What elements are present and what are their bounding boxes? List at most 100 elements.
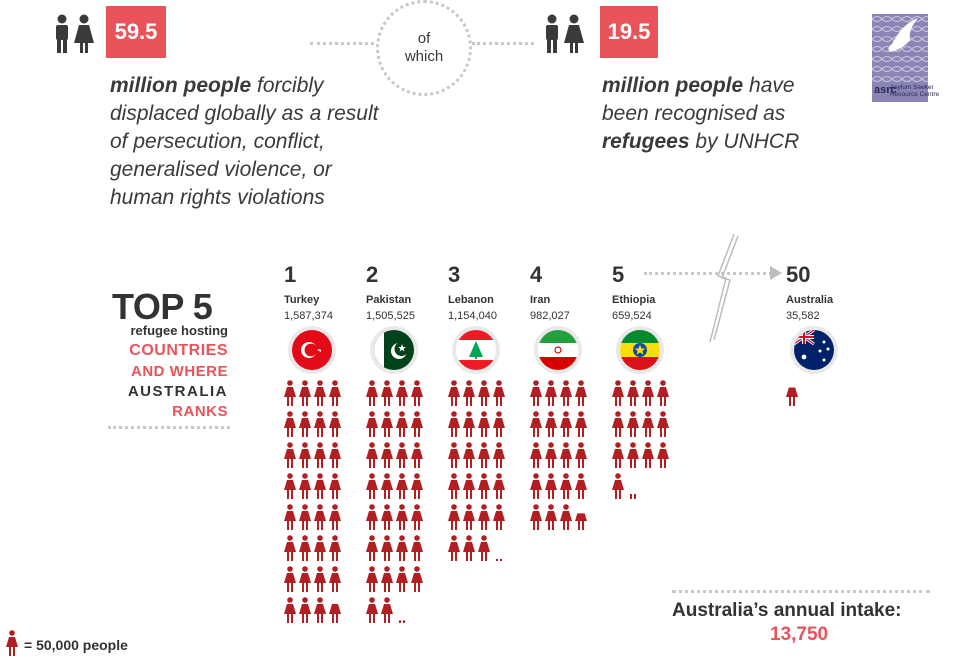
- person-icon: [627, 442, 639, 468]
- person-icon: [366, 442, 378, 468]
- country-name: Lebanon: [448, 294, 494, 306]
- flag-icon-turkey: [292, 330, 332, 370]
- country-value: 1,505,525: [366, 310, 415, 322]
- person-icon: [411, 442, 423, 468]
- intake-value: 13,750: [770, 624, 829, 645]
- person-icon: [411, 473, 423, 499]
- connector-line-right: [472, 42, 534, 45]
- of-which-label: of which: [404, 30, 444, 65]
- displaced-bold: million people: [110, 74, 252, 97]
- asrc-logo: [872, 14, 928, 102]
- person-icon: [299, 535, 311, 561]
- person-icon: [329, 504, 341, 530]
- person-icon: [493, 380, 505, 406]
- person-icon: [329, 597, 341, 623]
- person-icon: [612, 473, 624, 499]
- person-icon: [284, 411, 296, 437]
- top5-title: TOP 5: [112, 286, 213, 327]
- person-icon: [448, 535, 460, 561]
- of-which-circle: of which: [376, 0, 472, 96]
- flag-icon-australia: [794, 330, 834, 370]
- person-icon: [612, 411, 624, 437]
- person-icon: [612, 442, 624, 468]
- person-icon: [493, 411, 505, 437]
- person-icon: [530, 504, 542, 530]
- person-icon: [329, 442, 341, 468]
- person-icon: [786, 380, 798, 406]
- person-icon: [560, 411, 572, 437]
- person-icon: [657, 442, 669, 468]
- person-icon: [284, 597, 296, 623]
- person-icon: [411, 504, 423, 530]
- country-name: Iran: [530, 294, 551, 306]
- person-icon: [627, 473, 639, 499]
- person-icon: [284, 442, 296, 468]
- sidebar-line-3: AND WHERE: [131, 363, 228, 380]
- person-icon: [314, 535, 326, 561]
- person-icon: [463, 380, 475, 406]
- person-icon: [411, 380, 423, 406]
- refugee-stat: 19.5: [600, 6, 658, 58]
- rank-gap-line: [644, 272, 772, 275]
- displaced-stat: 59.5: [106, 6, 166, 58]
- person-icon: [627, 380, 639, 406]
- person-icon: [381, 380, 393, 406]
- person-icon: [530, 442, 542, 468]
- person-icon: [448, 442, 460, 468]
- country-rank: 4: [530, 262, 543, 287]
- person-icon: [560, 504, 572, 530]
- person-icon: [493, 535, 505, 561]
- person-icon: [381, 473, 393, 499]
- person-icon: [284, 380, 296, 406]
- person-icon: [314, 597, 326, 623]
- country-name: Turkey: [284, 294, 320, 306]
- person-icon: [478, 411, 490, 437]
- person-icon: [448, 504, 460, 530]
- person-icon: [493, 473, 505, 499]
- country-value: 1,587,374: [284, 310, 333, 322]
- country-value: 1,154,040: [448, 310, 497, 322]
- person-icon: [463, 535, 475, 561]
- person-icon: [396, 566, 408, 592]
- flag-icon-pakistan: [374, 330, 414, 370]
- person-icon: [329, 566, 341, 592]
- person-icon: [657, 380, 669, 406]
- country-value: 35,582: [786, 310, 820, 322]
- person-icon: [366, 597, 378, 623]
- person-icon: [396, 473, 408, 499]
- person-icon: [299, 504, 311, 530]
- person-icon: [478, 535, 490, 561]
- sidebar-line-4: AUSTRALIA: [127, 383, 228, 400]
- person-icon: [366, 473, 378, 499]
- refugee-end: by UNHCR: [695, 130, 800, 153]
- person-icon: [381, 504, 393, 530]
- person-icon: [366, 566, 378, 592]
- refugee-mid: have been recognised as: [602, 74, 795, 125]
- sidebar-divider: [108, 426, 230, 429]
- country-rank: 2: [366, 262, 379, 287]
- flag-icon-ethiopia: [620, 330, 660, 370]
- country-rank: 3: [448, 262, 461, 287]
- person-icon: [642, 411, 654, 437]
- person-icon: [448, 380, 460, 406]
- person-icon: [545, 473, 557, 499]
- person-icon: [478, 380, 490, 406]
- people-icon-right: [546, 14, 584, 53]
- person-icon: [642, 380, 654, 406]
- person-icon: [314, 411, 326, 437]
- person-icon: [642, 442, 654, 468]
- person-icon: [329, 535, 341, 561]
- person-icon: [463, 411, 475, 437]
- person-icon: [575, 380, 587, 406]
- person-icon: [366, 380, 378, 406]
- person-icon: [478, 504, 490, 530]
- person-icon: [299, 442, 311, 468]
- person-icon: [396, 597, 408, 623]
- person-icon: [448, 411, 460, 437]
- person-icon: [463, 442, 475, 468]
- person-icon: [329, 473, 341, 499]
- person-icon: [575, 473, 587, 499]
- person-icon: [299, 566, 311, 592]
- country-rank: 5: [612, 262, 625, 287]
- person-icon: [284, 535, 296, 561]
